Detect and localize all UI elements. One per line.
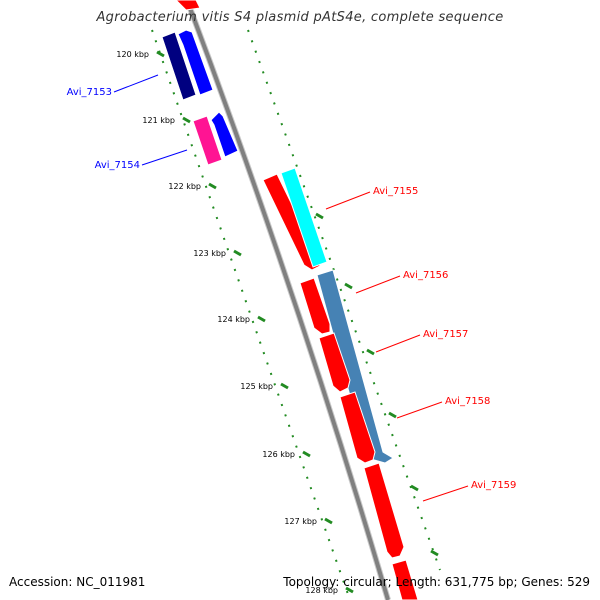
kbp-tick-mark <box>257 315 266 323</box>
avi_7153-cog-arrow <box>161 31 197 101</box>
accession-text: Accession: NC_011981 <box>9 575 146 589</box>
avi_7157-cds-arrow <box>318 332 351 393</box>
gene-label-leader <box>422 485 469 502</box>
gene-label-leader <box>325 191 371 210</box>
kbp-tick-mark <box>280 382 289 390</box>
kbp-tick-label: 122 kbp <box>168 182 201 191</box>
cds-feature-group <box>161 0 419 600</box>
gene-label-leader <box>113 74 159 93</box>
outer-tick-mark <box>388 411 397 419</box>
map-title: Agrobacterium vitis S4 plasmid pAtS4e, c… <box>96 10 504 25</box>
gene-label-avi_7159: Avi_7159 <box>471 480 516 491</box>
gene-label-avi_7156: Avi_7156 <box>403 270 448 281</box>
gene-label-leader <box>355 275 401 294</box>
outer-tick-mark <box>410 484 419 492</box>
kbp-tick-label: 121 kbp <box>142 116 175 125</box>
kbp-tick-mark <box>302 450 311 458</box>
kbp-tick-mark <box>156 50 165 58</box>
kbp-tick-mark <box>345 586 354 594</box>
kbp-tick-label: 124 kbp <box>217 315 250 324</box>
outer-tick-mark <box>315 212 324 220</box>
gene-label-group: Avi_7153 Avi_7154 Avi_7155 Avi_7156 Avi_7157… <box>67 74 516 502</box>
avi_7158-cds-arrow <box>339 391 376 464</box>
gene-label-leader <box>141 149 188 166</box>
backbone-shadow <box>184 0 391 600</box>
kbp-tick-label: 125 kbp <box>240 382 273 391</box>
avi_7154-cog-arrow <box>192 115 223 166</box>
outer-dotted-guide <box>247 29 441 571</box>
kbp-tick-group: 120 kbp 121 kbp 122 kbp 123 kbp 124 kbp 125 k… <box>116 29 441 600</box>
gene-label-avi_7154: Avi_7154 <box>95 160 140 171</box>
kbp-tick-mark <box>182 116 191 124</box>
avi_7153-cds-arrow <box>177 29 214 96</box>
partial-cds-arrow <box>391 559 419 600</box>
avi_7159-cds-arrow <box>363 462 405 559</box>
outer-tick-mark <box>344 282 353 290</box>
outer-tick-mark <box>430 549 439 557</box>
partial-cds-arrow <box>175 0 201 11</box>
kbp-tick-mark <box>233 249 242 257</box>
kbp-tick-mark <box>324 517 333 525</box>
sequence-summary: Topology: circular; Length: 631,775 bp; … <box>283 575 590 589</box>
gene-label-leader <box>396 401 443 419</box>
gene-label-avi_7158: Avi_7158 <box>445 396 490 407</box>
kbp-tick-label: 123 kbp <box>193 249 226 258</box>
backbone-line <box>185 0 390 600</box>
avi_7155-cog-arrow <box>280 167 328 268</box>
gene-label-leader <box>375 334 421 353</box>
gene-label-avi_7157: Avi_7157 <box>423 329 468 340</box>
avi_7156-cds-arrow <box>299 277 331 335</box>
kbp-tick-label: 128 kbp <box>305 586 338 595</box>
kbp-tick-label: 127 kbp <box>284 517 317 526</box>
gene-label-avi_7155: Avi_7155 <box>373 186 418 197</box>
kbp-tick-label: 120 kbp <box>116 50 149 59</box>
outer-tick-mark <box>366 348 375 356</box>
kbp-tick-label: 126 kbp <box>262 450 295 459</box>
kbp-tick-mark <box>208 182 217 190</box>
gene-label-avi_7153: Avi_7153 <box>67 87 112 98</box>
avi_7154-cds-arrow <box>210 111 239 158</box>
